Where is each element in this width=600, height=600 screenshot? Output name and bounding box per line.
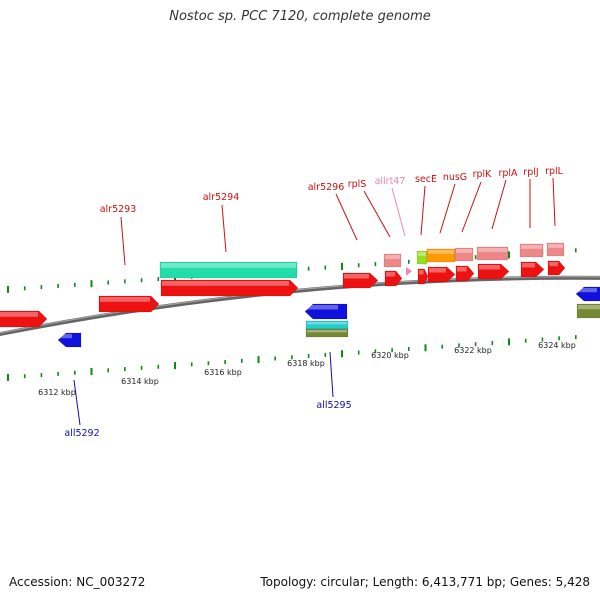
page-title: Nostoc sp. PCC 7120, complete genome bbox=[169, 9, 431, 24]
rna-box-rplA[interactable] bbox=[476, 246, 509, 261]
gene-arrow-rplJ[interactable] bbox=[520, 261, 545, 278]
gene-label-rplS[interactable]: rplS bbox=[348, 179, 367, 190]
gene-arrow-edge-blue-shine bbox=[577, 288, 597, 293]
scale-labels: 6312 kbp 6314 kbp 6316 kbp 6318 kbp 6320 kbp… bbox=[38, 341, 576, 397]
gene-arrow-alr5291[interactable] bbox=[0, 310, 48, 328]
rna-box-all5295-a-shine bbox=[307, 322, 347, 325]
gene-arrow-rplA[interactable] bbox=[477, 263, 510, 280]
rna-box-rplK-shine bbox=[456, 249, 472, 253]
gene-arrow-rplK-shine bbox=[457, 267, 467, 272]
label-line-nusG bbox=[439, 183, 456, 234]
rna-box-rplS-shine bbox=[385, 255, 400, 259]
rna-box-alr5294[interactable] bbox=[159, 261, 298, 279]
gene-label-alr5294[interactable]: alr5294 bbox=[203, 192, 240, 203]
label-line-alr5293 bbox=[120, 216, 126, 266]
rna-box-nusG-shine bbox=[428, 250, 454, 254]
rna-box-secE-shine bbox=[418, 252, 426, 256]
gene-arrow-rplS[interactable] bbox=[384, 270, 403, 287]
rna-box-rplJ[interactable] bbox=[519, 243, 544, 258]
label-line-alr5296 bbox=[335, 193, 358, 241]
gene-arrow-edge-blue[interactable] bbox=[575, 286, 600, 302]
rna-box-all5295-b-shine bbox=[307, 330, 347, 333]
gene-label-rplJ[interactable]: rplJ bbox=[523, 167, 538, 178]
rna-box-rplL[interactable] bbox=[546, 242, 565, 257]
rna-box-rplS[interactable] bbox=[383, 253, 402, 268]
gene-arrow-alr5293-shine bbox=[100, 297, 150, 302]
gene-arrow-allrt47[interactable] bbox=[406, 267, 412, 276]
rna-box-rplL-shine bbox=[548, 244, 563, 248]
label-line-allrt47 bbox=[391, 187, 406, 237]
accession-text: Accession: NC_003272 bbox=[9, 575, 146, 589]
label-line-all5292 bbox=[73, 379, 81, 426]
gene-arrow-all5292-shine bbox=[59, 334, 72, 339]
rna-box-edge-olive-shine bbox=[578, 305, 600, 310]
gene-label-allrt47[interactable]: allrt47 bbox=[375, 176, 406, 187]
gene-label-rplL[interactable]: rplL bbox=[545, 166, 564, 177]
gene-arrow-secE[interactable] bbox=[417, 268, 429, 285]
gene-arrow-alr5296-shine bbox=[344, 274, 369, 279]
scale-label: 6314 kbp bbox=[121, 377, 159, 386]
rna-box-rplJ-shine bbox=[521, 245, 542, 249]
gene-arrow-alr5294[interactable] bbox=[160, 279, 299, 297]
rna-box-all5295-b[interactable] bbox=[305, 328, 349, 338]
gene-features bbox=[0, 242, 600, 348]
scale-label: 6316 kbp bbox=[204, 368, 242, 377]
gene-label-all5292[interactable]: all5292 bbox=[64, 428, 99, 439]
label-line-rplL bbox=[552, 177, 556, 227]
rna-box-alr5294-shine bbox=[161, 263, 296, 268]
genome-summary-text: Topology: circular; Length: 6,413,771 bp… bbox=[260, 575, 590, 589]
gene-labels: alr5293 alr5294 alr5296 rplS allrt47 secE nusG… bbox=[64, 166, 563, 439]
inner-ticks bbox=[7, 335, 577, 381]
genome-backbone-highlight bbox=[0, 276, 600, 334]
rna-box-rplA-shine bbox=[478, 248, 507, 252]
rna-box-edge-olive[interactable] bbox=[576, 303, 600, 319]
gene-arrow-alr5293[interactable] bbox=[98, 295, 160, 313]
label-line-rplA bbox=[491, 179, 507, 230]
gene-arrow-nusG[interactable] bbox=[427, 266, 456, 283]
gene-arrow-alr5296[interactable] bbox=[342, 272, 379, 289]
label-line-rplS bbox=[363, 190, 391, 238]
gene-arrow-all5295-shine bbox=[306, 305, 338, 310]
gene-arrow-rplA-shine bbox=[479, 265, 500, 270]
genome-backbone bbox=[0, 275, 600, 337]
label-line-secE bbox=[420, 185, 426, 236]
gene-arrow-all5292[interactable] bbox=[57, 332, 82, 348]
gene-label-rplA[interactable]: rplA bbox=[498, 168, 518, 179]
gene-label-all5295[interactable]: all5295 bbox=[316, 400, 351, 411]
label-line-alr5294 bbox=[221, 204, 227, 253]
gene-arrow-alr5294-shine bbox=[162, 281, 289, 286]
gene-label-alr5293[interactable]: alr5293 bbox=[100, 204, 137, 215]
scale-label: 6320 kbp bbox=[371, 351, 409, 360]
gene-arrow-rplK[interactable] bbox=[455, 265, 475, 282]
rna-box-rplK[interactable] bbox=[454, 247, 474, 262]
scale-label: 6322 kbp bbox=[454, 346, 492, 355]
scale-label: 6318 kbp bbox=[287, 359, 325, 368]
gene-arrow-secE-shine bbox=[419, 270, 424, 275]
gene-arrow-all5295[interactable] bbox=[304, 303, 348, 320]
gene-label-alr5296[interactable]: alr5296 bbox=[308, 182, 345, 193]
gene-label-nusG[interactable]: nusG bbox=[443, 172, 467, 183]
label-line-rplK bbox=[461, 181, 482, 233]
scale-label: 6312 kbp bbox=[38, 388, 76, 397]
label-lines bbox=[73, 177, 556, 426]
gene-arrow-rplL[interactable] bbox=[547, 260, 566, 276]
label-line-all5295 bbox=[329, 351, 334, 398]
scale-label: 6324 kbp bbox=[538, 341, 576, 350]
gene-label-secE[interactable]: secE bbox=[415, 174, 437, 185]
gene-arrow-rplJ-shine bbox=[522, 263, 535, 268]
gene-arrow-rplS-shine bbox=[386, 272, 396, 277]
gene-arrow-nusG-shine bbox=[429, 268, 446, 273]
gene-arrow-alr5291-shine bbox=[0, 312, 38, 317]
gene-label-rplK[interactable]: rplK bbox=[473, 169, 493, 180]
gene-arrow-rplL-shine bbox=[549, 262, 559, 267]
